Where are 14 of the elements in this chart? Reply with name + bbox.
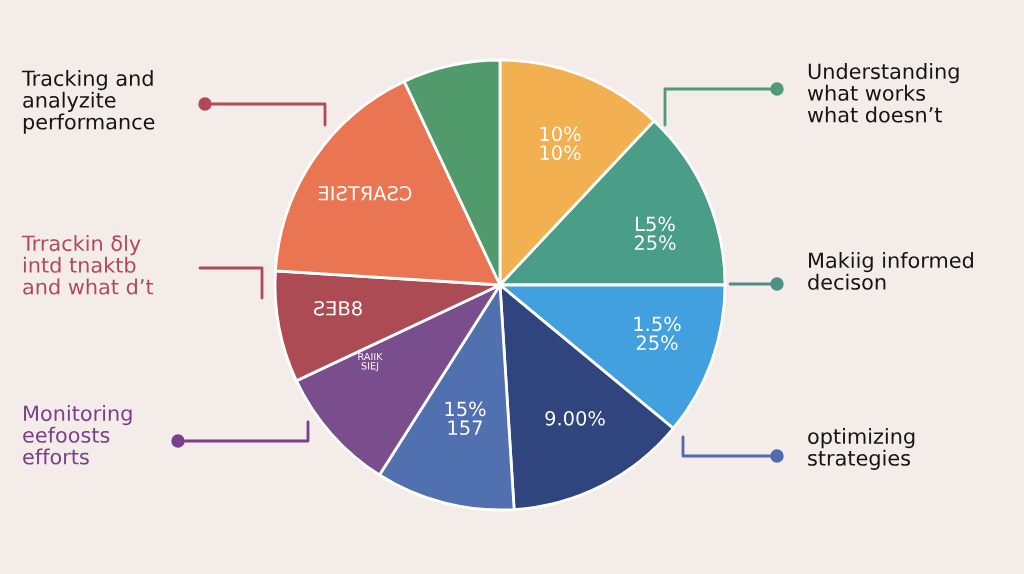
text: 1.5% 25% [634, 316, 681, 351]
text: ƧƎB8 [313, 300, 362, 316]
text: Monitoring eefoosts efforts [23, 405, 132, 465]
text: 15% 157 [445, 401, 486, 436]
text: Trrackin ẟly intd tnaktb and what d’t [21, 235, 154, 295]
text: Tracking and analyzite performance [21, 70, 155, 134]
text: L5% 25% [634, 216, 676, 251]
text: optimizing strategies [808, 428, 915, 470]
text: Makiig informed decison [808, 252, 973, 290]
text: ƎIƧTЯAƧƆ [318, 185, 412, 201]
text: RAIIK SIEJ [358, 352, 383, 372]
text: 10% 10% [540, 126, 581, 161]
text: Understanding what works what doesn’t [807, 63, 959, 123]
text: 9.00% [545, 410, 605, 426]
